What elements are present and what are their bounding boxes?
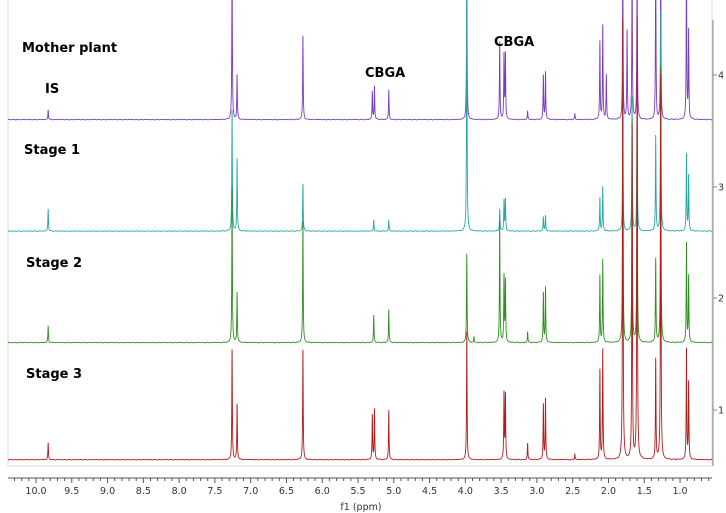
- y-axis: 1 2 3 4: [712, 20, 724, 466]
- annotation-cbga-2: CBGA: [494, 35, 534, 50]
- x-tick-label: 2.5: [565, 486, 580, 497]
- x-tick-label: 9.5: [64, 486, 79, 497]
- x-tick-label: 6.5: [279, 486, 294, 497]
- series-label-mother-plant: Mother plant: [22, 41, 117, 56]
- x-tick-label: 6.0: [315, 486, 330, 497]
- x-tick-label: 5.0: [386, 486, 401, 497]
- x-tick-label: 9.0: [100, 486, 115, 497]
- y-tick-label: 3: [718, 183, 724, 194]
- x-tick-label: 1.5: [637, 486, 652, 497]
- y-tick-label: 4: [718, 71, 724, 82]
- series-label-stage-1: Stage 1: [24, 143, 80, 158]
- x-tick-label: 7.5: [207, 486, 222, 497]
- annotation-is: IS: [45, 82, 59, 97]
- trace-stage-3: [8, 17, 712, 461]
- y-tick-label: 2: [718, 294, 724, 305]
- x-tick-label: 5.5: [350, 486, 365, 497]
- x-axis-label: f1 (ppm): [340, 502, 381, 513]
- x-tick-label: 3.5: [494, 486, 509, 497]
- x-tick-label: 2.0: [601, 486, 616, 497]
- trace-stage-2: [8, 66, 712, 344]
- y-tick-label: 1: [718, 406, 724, 417]
- series-label-stage-2: Stage 2: [26, 256, 82, 271]
- x-tick-label: 4.0: [458, 486, 473, 497]
- x-tick-label: 7.0: [243, 486, 258, 497]
- x-tick-label: 3.0: [529, 486, 544, 497]
- series-label-stage-3: Stage 3: [26, 367, 82, 382]
- plot-frame: [7, 0, 713, 467]
- x-tick-label: 10.0: [25, 486, 46, 497]
- x-axis: 10.0 9.5 9.0 8.5 8.0 7.5 7.0 6.5 6.0 5.5 5.0 4.5 4.0…: [8, 477, 712, 497]
- annotation-cbga-1: CBGA: [365, 66, 405, 81]
- x-tick-label: 8.0: [172, 486, 187, 497]
- x-tick-label: 8.5: [136, 486, 151, 497]
- x-tick-label: 4.5: [422, 486, 437, 497]
- x-tick-label: 1.0: [672, 486, 687, 497]
- trace-mother-plant: [8, 0, 712, 121]
- trace-stage-1: [8, 0, 712, 232]
- spectra-traces: [8, 0, 712, 461]
